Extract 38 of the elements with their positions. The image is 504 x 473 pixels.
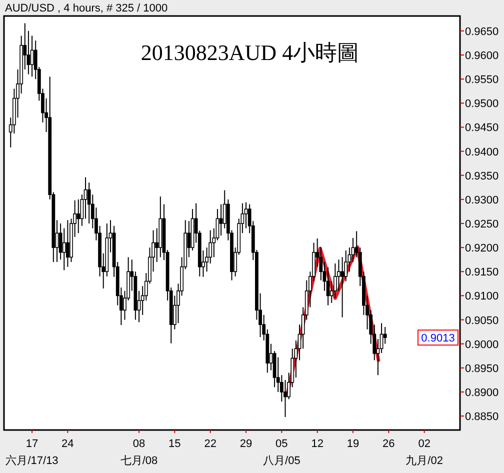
x-tick-label: 29	[240, 438, 252, 450]
candlestick	[284, 379, 287, 418]
x-tick-label: 05 八月/05	[263, 438, 300, 468]
x-tick-label: 08 七月/08	[120, 438, 158, 468]
y-tick-label: 0.9600	[465, 50, 499, 62]
y-tick-label: 0.9650	[465, 26, 499, 38]
y-tick-label: 0.9250	[465, 218, 499, 230]
x-tick-label: 12	[311, 438, 324, 450]
x-tick-label: 02 九月/02	[406, 438, 443, 468]
x-tick-label: 15	[168, 438, 181, 450]
y-tick-label: 0.9450	[465, 122, 499, 134]
candlestick	[76, 198, 80, 234]
y-tick-label: 0.9150	[465, 266, 499, 279]
y-tick-label: 0.9100	[465, 290, 499, 303]
x-tick-label: 24	[62, 438, 74, 450]
annotation: 0.9013	[421, 332, 455, 345]
y-tick-label: 0.9000	[465, 338, 499, 351]
candlestick	[244, 202, 248, 229]
x-tick-label: 19	[346, 438, 360, 450]
x-tick-label: 17 六月/17/13	[6, 438, 58, 468]
y-tick-label: 0.9050	[465, 314, 499, 327]
text: 20130823AUD 4小時圖	[140, 40, 360, 65]
x-tick-label: 26	[382, 438, 395, 450]
y-tick-label: 0.9200	[465, 242, 499, 255]
candlestick	[66, 220, 70, 268]
candlestick	[340, 256, 344, 318]
y-tick-label: 0.8900	[465, 386, 499, 399]
y-tick-label: 0.8950	[465, 362, 499, 375]
y-tick-label: 0.9550	[465, 74, 499, 86]
chart-subtitle: AUD/USD , 4 hours, # 325 / 1000	[5, 2, 168, 14]
x-tick-label: 22	[204, 438, 216, 450]
y-tick-label: 0.8850	[465, 411, 499, 424]
y-tick-label: 0.9500	[465, 98, 499, 110]
y-tick-label: 0.9350	[465, 170, 499, 182]
y-tick-label: 0.9300	[465, 194, 499, 206]
candlestick	[62, 228, 66, 271]
candlestick	[333, 262, 337, 299]
y-tick-label: 0.9400	[465, 146, 499, 158]
